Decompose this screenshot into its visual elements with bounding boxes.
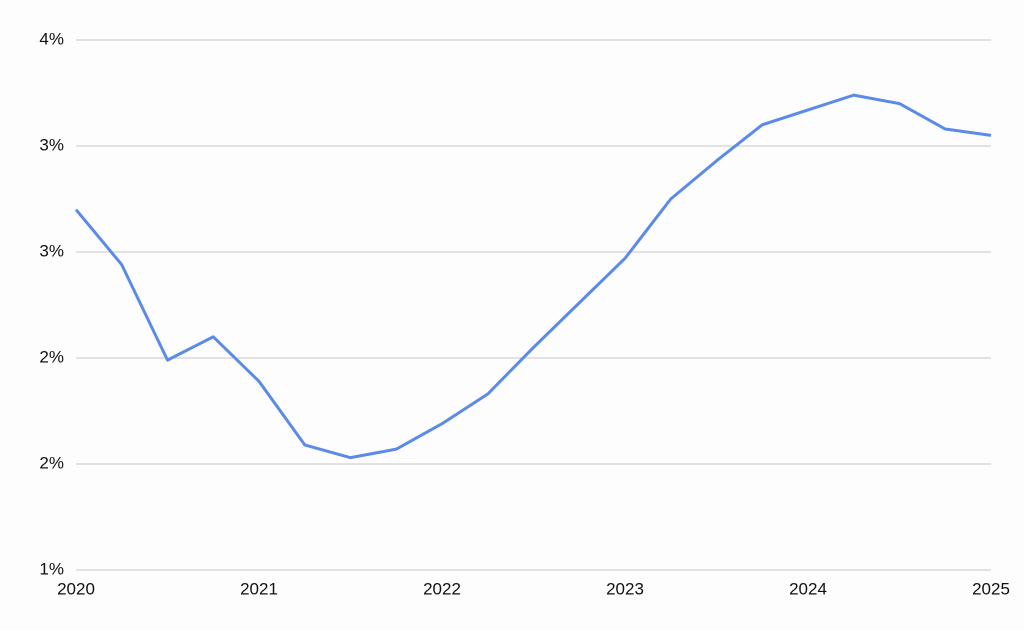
series-line [74,93,992,460]
y-tick-label: 4% [39,29,64,48]
y-tick-label: 3% [39,241,64,260]
y-tick-label: 3% [39,135,64,154]
x-tick-label: 2022 [423,579,461,598]
y-tick-label: 2% [39,347,64,366]
y-tick-label: 2% [39,453,64,472]
x-tick-label: 2021 [240,579,278,598]
x-tick-label: 2024 [789,579,827,598]
x-tick-label: 2025 [972,579,1010,598]
y-tick-label: 1% [39,559,64,578]
x-tick-label: 2023 [606,579,644,598]
x-tick-label: 2020 [57,579,95,598]
